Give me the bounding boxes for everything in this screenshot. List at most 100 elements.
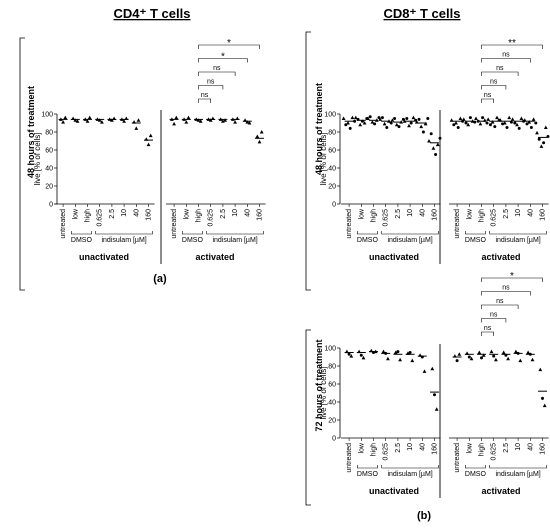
group-label: unactivated <box>369 486 419 496</box>
data-point <box>122 119 126 123</box>
indisulam-label: indisulam [µM] <box>495 471 540 478</box>
panel-label-a: (a) <box>153 273 167 285</box>
group-label: activated <box>195 252 234 262</box>
significance-bracket <box>481 304 519 309</box>
x-tick-label: 0.625 <box>97 209 104 227</box>
data-point <box>449 118 454 122</box>
significance-label: ** <box>508 38 516 49</box>
data-point <box>488 123 492 127</box>
left-column-title: CD4⁺ T cells <box>114 6 191 21</box>
x-tick-label: 40 <box>133 209 140 217</box>
y-tick-label: 100 <box>324 346 336 353</box>
data-point <box>431 146 436 150</box>
data-point <box>522 118 527 122</box>
x-tick-label: low <box>358 442 365 453</box>
data-point <box>405 117 409 120</box>
x-tick-label: 0.625 <box>383 443 390 461</box>
data-point <box>419 124 424 129</box>
y-axis-label: live [% of cells] <box>319 133 328 186</box>
x-tick-label: 160 <box>540 443 547 455</box>
data-point <box>430 366 435 371</box>
significance-label: ns <box>502 285 510 292</box>
significance-label: * <box>510 271 514 282</box>
x-tick-label: 160 <box>257 209 264 221</box>
data-point <box>73 118 78 122</box>
data-point <box>427 139 431 143</box>
data-point <box>480 356 483 360</box>
data-point <box>535 130 539 135</box>
dmso-bracket <box>465 465 486 469</box>
significance-label: ns <box>502 52 510 59</box>
data-point <box>456 126 460 129</box>
data-point <box>257 139 262 144</box>
y-tick-label: 20 <box>328 418 336 425</box>
x-tick-label: 40 <box>419 209 426 217</box>
data-point <box>467 355 471 359</box>
x-tick-label: 160 <box>432 209 439 221</box>
significance-bracket <box>198 98 211 103</box>
data-point <box>490 120 495 124</box>
data-point <box>519 116 524 120</box>
data-point <box>186 115 191 120</box>
data-point <box>515 122 519 127</box>
data-point <box>61 120 65 124</box>
data-point <box>136 118 141 122</box>
data-point <box>481 116 485 120</box>
data-point <box>493 125 497 129</box>
x-tick-label: high <box>371 209 378 222</box>
data-point <box>414 120 419 124</box>
data-point <box>380 116 384 120</box>
data-point <box>542 141 546 145</box>
data-point <box>198 119 203 123</box>
data-point <box>498 118 503 122</box>
x-tick-label: untreated <box>171 209 178 239</box>
data-point <box>353 119 357 123</box>
x-tick-label: 2.5 <box>220 209 227 219</box>
data-point <box>366 116 370 120</box>
data-point <box>255 134 260 138</box>
data-point <box>148 133 153 138</box>
y-tick-label: 20 <box>328 184 336 191</box>
x-tick-label: 160 <box>146 209 153 221</box>
x-tick-label: high <box>371 443 378 456</box>
data-point <box>385 126 389 129</box>
x-tick-label: 10 <box>121 209 128 217</box>
data-point <box>362 121 367 125</box>
significance-bracket <box>198 58 248 63</box>
data-point <box>529 126 533 129</box>
data-point <box>506 356 510 361</box>
significance-bracket <box>481 44 543 49</box>
data-point <box>486 117 491 121</box>
data-point <box>458 116 463 120</box>
data-point <box>347 352 351 356</box>
data-point <box>538 367 543 372</box>
data-point <box>534 121 538 125</box>
data-point <box>358 122 363 127</box>
indisulam-label: indisulam [µM] <box>101 237 146 244</box>
x-tick-label: high <box>196 209 203 222</box>
y-tick-label: 80 <box>328 130 336 137</box>
y-tick-label: 40 <box>328 400 336 407</box>
significance-bracket <box>198 71 236 76</box>
x-tick-label: untreated <box>60 209 67 239</box>
data-point <box>411 115 416 120</box>
data-point <box>386 356 390 361</box>
x-tick-label: 2.5 <box>395 209 402 219</box>
significance-label: * <box>221 52 225 63</box>
x-tick-label: untreated <box>454 209 461 239</box>
x-tick-label: 160 <box>432 443 439 455</box>
data-point <box>208 118 213 122</box>
y-axis-label: live [% of cells] <box>319 367 328 420</box>
dmso-label: DMSO <box>357 471 379 478</box>
y-tick-label: 80 <box>328 364 336 371</box>
data-point <box>477 350 482 354</box>
data-point <box>485 121 489 125</box>
significance-label: ns <box>496 298 504 305</box>
row-bracket <box>305 329 311 506</box>
dmso-bracket <box>357 231 378 235</box>
data-point <box>461 117 466 121</box>
data-point <box>87 115 92 120</box>
indisulam-label: indisulam [µM] <box>387 471 432 478</box>
data-point <box>221 119 225 123</box>
